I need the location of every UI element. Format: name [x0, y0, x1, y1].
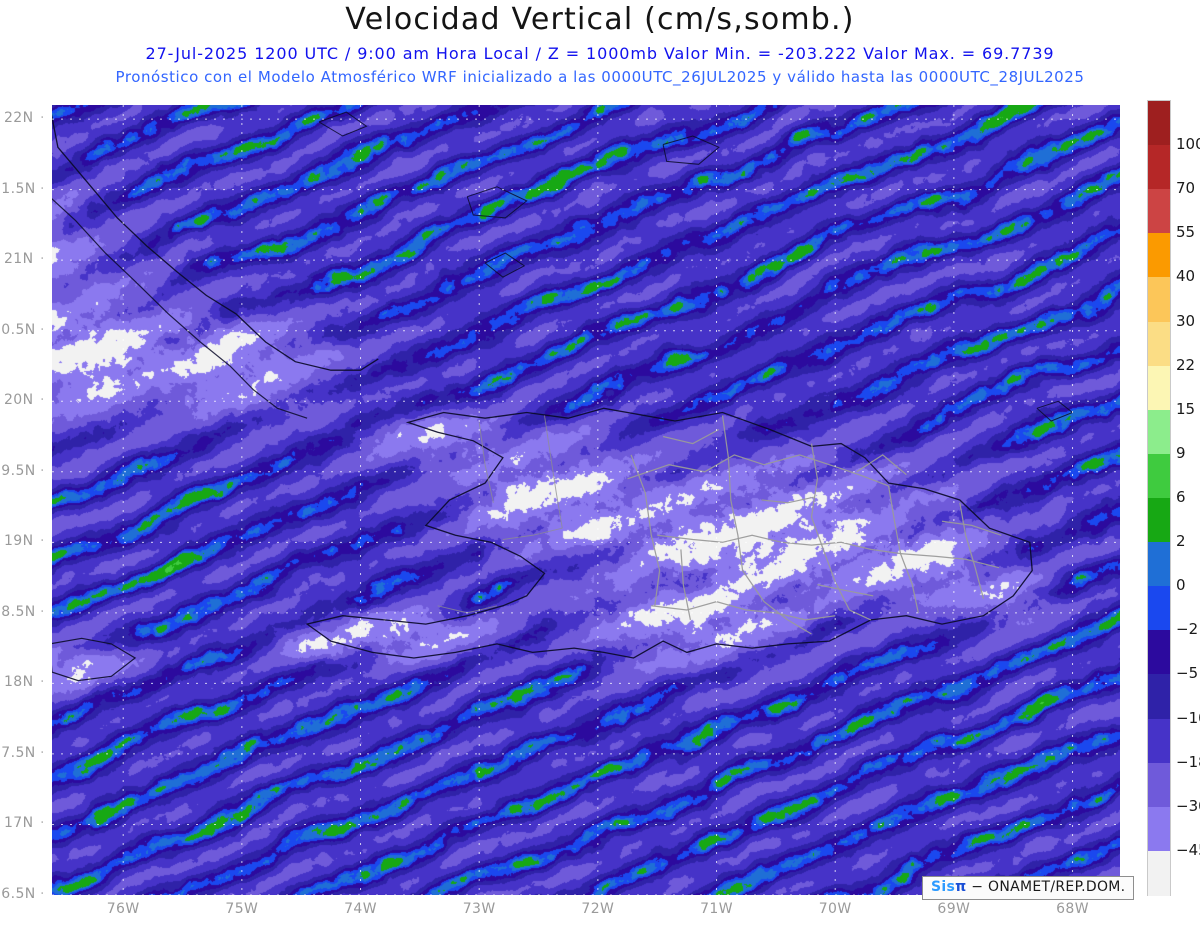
y-axis-tick-label: 18N [4, 674, 34, 691]
x-axis-tick-label: 68W [1056, 901, 1089, 917]
y-axis-tick-marks: · · · [40, 462, 52, 479]
watermark-brand-sis: Sis [931, 879, 956, 895]
y-axis-tick-label: 19N [4, 533, 34, 550]
colorbar-tick-label: 6 [1176, 488, 1186, 506]
y-axis-tick-label: 20N [4, 392, 34, 409]
y-axis-tick: 18.5N · · · [0, 604, 52, 622]
colorbar-swatch [1148, 718, 1170, 764]
x-axis-tick-label: 76W [106, 901, 140, 917]
colorbar-swatch [1148, 453, 1170, 499]
y-axis-tick-label: 19.5N [0, 462, 36, 479]
colorbar-tick-label: 70 [1176, 179, 1196, 198]
colorbar-swatch [1148, 542, 1170, 587]
x-axis-tick-label: 72W [581, 901, 615, 917]
colorbar-tick-label: −30 [1176, 796, 1200, 815]
map-plot-area[interactable] [52, 105, 1120, 895]
y-axis-tick-marks: · · · [40, 815, 52, 832]
y-axis-tick-label: 17N [4, 815, 34, 832]
y-axis-tick: 17.5N · · · [0, 745, 52, 763]
colorbar-tick-label: 55 [1176, 223, 1196, 242]
y-axis-tick-marks: · · · [40, 392, 52, 409]
colorbar-swatch [1148, 806, 1170, 852]
colorbar-tick-label: 40 [1176, 267, 1196, 286]
onamet-watermark: Sisπ − ONAMET/REP.DOM. [922, 876, 1135, 900]
colorbar-swatch [1148, 409, 1170, 455]
colorbar-swatch [1148, 277, 1170, 323]
colorbar-swatch [1148, 233, 1170, 279]
y-axis-tick-label: 17.5N [0, 744, 36, 761]
colorbar-swatch [1148, 365, 1170, 411]
y-axis-tick-label: 18.5N [0, 603, 36, 620]
y-axis-tick-marks: · · · [40, 674, 52, 691]
y-axis-tick-marks: · · · [40, 886, 52, 902]
x-axis-tick-label: 69W [937, 901, 971, 917]
colorbar-tick-label: −2 [1176, 620, 1199, 639]
colorbar-tick-label: 100 [1176, 135, 1200, 154]
colorbar [1147, 100, 1171, 896]
y-axis-tick: 20N · · · [0, 392, 52, 410]
y-axis-tick-label: 21N [4, 251, 34, 268]
colorbar-swatch [1148, 498, 1170, 543]
y-axis-tick-label: 20.5N [0, 321, 36, 338]
y-axis-tick-label: 16.5N [0, 886, 36, 902]
colorbar-swatch [1148, 762, 1170, 808]
colorbar-swatch [1148, 321, 1170, 367]
y-axis-tick-marks: · · · [40, 321, 52, 338]
colorbar-tick-label: 0 [1176, 576, 1186, 595]
y-axis-tick-marks: · · · [40, 110, 52, 127]
y-axis-tick: 18N · · · [0, 674, 52, 692]
colorbar-swatch [1148, 145, 1170, 190]
x-axis-tick-label: 75W [225, 901, 259, 917]
colorbar-tick-label: 15 [1176, 399, 1196, 418]
colorbar-swatch [1148, 630, 1170, 676]
colorbar-tick-label: −18 [1176, 752, 1200, 771]
watermark-agency: − ONAMET/REP.DOM. [971, 879, 1126, 895]
y-axis-tick-marks: · · · [40, 251, 52, 268]
y-axis-tick: 19N · · · [0, 533, 52, 551]
x-axis-tick-label: 74W [344, 901, 377, 917]
y-axis-tick: 16.5N · · · [0, 886, 52, 904]
y-axis-tick-marks: · · · [40, 744, 52, 761]
vertical-velocity-field [52, 105, 1120, 895]
y-axis-tick: 21N · · · [0, 251, 52, 269]
colorbar-tick-label: −10 [1176, 708, 1200, 727]
chart-subtitle-model-info: Pronóstico con el Modelo Atmosférico WRF… [115, 68, 1085, 86]
y-axis-tick: 20.5N · · · [0, 322, 52, 340]
colorbar-swatch [1148, 189, 1170, 234]
y-axis-tick: 22N · · · [0, 110, 52, 128]
y-axis-tick: 21.5N · · · [0, 181, 52, 199]
x-axis-tick-label: 71W [700, 901, 733, 917]
colorbar-tick-label: 2 [1176, 532, 1186, 551]
chart-header: Velocidad Vertical (cm/s,somb.) 27-Jul-2… [0, 0, 1200, 92]
y-axis-tick-marks: · · · [40, 533, 52, 550]
watermark-brand-pi: π [955, 879, 967, 895]
colorbar-tick-label: 9 [1176, 443, 1186, 462]
colorbar-swatch [1148, 850, 1170, 896]
y-axis-tick-label: 22N [4, 110, 34, 127]
chart-subtitle-primary: 27-Jul-2025 1200 UTC / 9:00 am Hora Loca… [145, 44, 1055, 63]
x-axis-tick-label: 70W [818, 901, 852, 917]
colorbar-tick-label: 22 [1176, 355, 1196, 374]
y-axis-tick-marks: · · · [40, 180, 52, 197]
y-axis-tick: 17N · · · [0, 815, 52, 833]
chart-title: Velocidad Vertical (cm/s,somb.) [345, 2, 855, 37]
colorbar-tick-label: −5 [1176, 664, 1199, 683]
colorbar-swatch [1148, 674, 1170, 720]
colorbar-swatch [1148, 586, 1170, 631]
colorbar-tick-label: 30 [1176, 311, 1196, 330]
y-axis-tick-label: 21.5N [0, 180, 36, 197]
y-axis-tick-marks: · · · [40, 603, 52, 620]
colorbar-tick-label: −45 [1176, 840, 1200, 859]
y-axis-tick: 19.5N · · · [0, 463, 52, 481]
x-axis-tick-label: 73W [462, 901, 496, 917]
colorbar-swatch [1148, 101, 1170, 146]
